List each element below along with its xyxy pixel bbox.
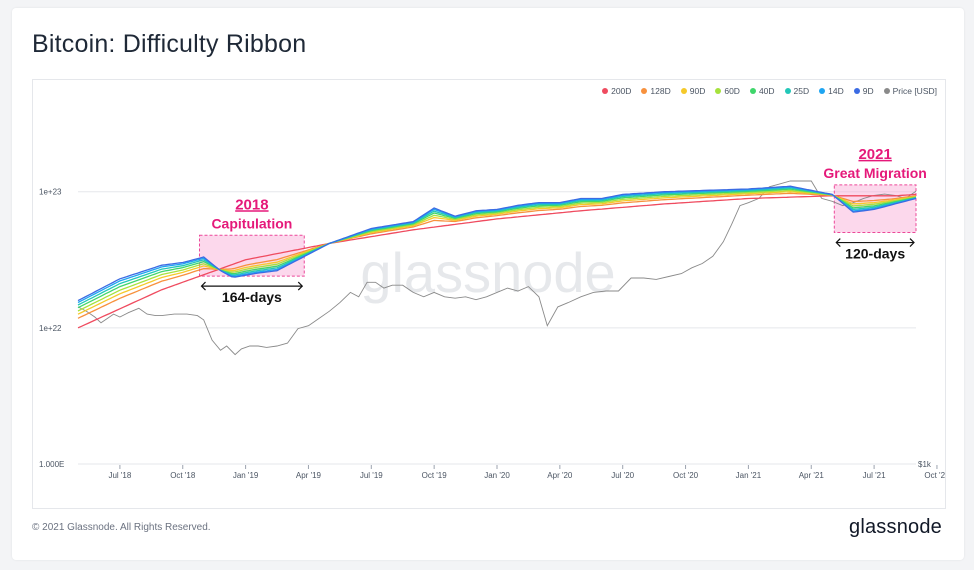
arrow-head-left — [835, 238, 841, 247]
chart-title: Bitcoin: Difficulty Ribbon — [32, 30, 307, 58]
legend-label: 200D — [611, 86, 632, 96]
y-tick-label: 1e+22 — [39, 324, 62, 333]
legend-item[interactable]: 14D — [819, 86, 844, 96]
x-tick-label: Apr '20 — [547, 471, 573, 480]
annotation-name: Great Migration — [823, 165, 926, 181]
arrow-head-left — [200, 281, 206, 291]
x-tick-label: Jan '21 — [736, 471, 762, 480]
legend-label: Price [USD] — [892, 86, 937, 96]
legend-dot — [715, 88, 722, 94]
legend-dot — [883, 88, 890, 94]
y-tick-label: 1.000E — [39, 460, 64, 469]
chart-card: Bitcoin: Difficulty Ribbon 200D 128D 90D… — [12, 8, 964, 560]
legend-label: 9D — [862, 86, 874, 96]
x-tick-label: Jul '21 — [863, 471, 886, 480]
x-tick-label: Apr '21 — [799, 471, 825, 480]
x-tick-label: Jan '20 — [484, 471, 510, 480]
x-tick-label: Oct '18 — [170, 471, 196, 480]
y-tick-label: 1e+23 — [39, 188, 62, 197]
legend-item[interactable]: 40D — [749, 86, 775, 96]
legend: 200D 128D 90D 60D 40D 25D 14D 9D Price [… — [602, 86, 937, 96]
legend-item[interactable]: Price [USD] — [883, 86, 937, 96]
legend-dot — [680, 88, 687, 94]
brand-logo[interactable]: glassnode — [849, 516, 942, 538]
duration-label: 120-days — [845, 246, 905, 262]
x-tick-label: Oct '20 — [673, 471, 699, 480]
y-right-tick-label: $1k — [918, 460, 932, 469]
legend-label: 90D — [689, 86, 706, 96]
legend-label: 128D — [650, 86, 671, 96]
arrow-head-right — [297, 281, 304, 291]
annotation-name: Capitulation — [211, 215, 292, 231]
legend-dot — [602, 88, 609, 94]
legend-dot — [784, 88, 791, 94]
plot-area: 200D 128D 90D 60D 40D 25D 14D 9D Price [… — [32, 79, 946, 509]
x-tick-label: Apr '19 — [296, 471, 322, 480]
copyright: © 2021 Glassnode. All Rights Reserved. — [32, 522, 211, 533]
annotation-year: 2018 — [235, 196, 268, 213]
legend-label: 25D — [793, 86, 810, 96]
watermark: glassnode — [360, 241, 615, 304]
legend-item[interactable]: 200D — [602, 86, 631, 96]
x-tick-label: Jul '18 — [108, 471, 131, 480]
legend-dot — [749, 88, 756, 94]
chart-svg: 1e+23 1e+22 1.000E $1k Jul '18 Oct '18 Jan '19… — [39, 146, 945, 480]
legend-label: 40D — [758, 86, 775, 96]
legend-dot — [819, 88, 826, 94]
x-tick-label: Oct '19 — [422, 471, 448, 480]
arrow-head-right — [909, 238, 915, 247]
x-tick-label: Oct '21 — [924, 471, 945, 480]
ribbon-line-9d — [77, 185, 917, 302]
annotation-year: 2021 — [858, 146, 891, 163]
legend-item[interactable]: 90D — [680, 86, 706, 96]
legend-item[interactable]: 9D — [853, 86, 874, 96]
legend-item[interactable]: 128D — [641, 86, 671, 96]
x-tick-label: Jul '19 — [360, 471, 383, 480]
legend-dot — [641, 88, 648, 94]
x-tick-label: Jan '19 — [233, 471, 259, 480]
legend-label: 14D — [828, 86, 844, 96]
legend-item[interactable]: 60D — [715, 86, 740, 96]
x-tick-label: Jul '20 — [611, 471, 634, 480]
duration-label: 164-days — [222, 289, 282, 305]
legend-dot — [853, 88, 860, 94]
legend-label: 60D — [724, 86, 740, 96]
legend-item[interactable]: 25D — [784, 86, 810, 96]
